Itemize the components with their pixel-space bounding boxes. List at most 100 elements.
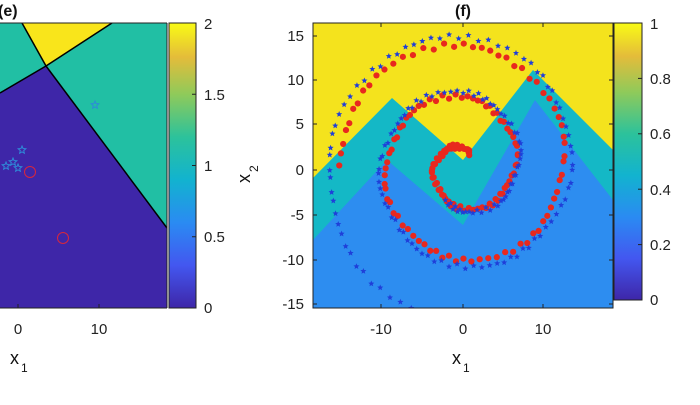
spiral-point-series-0 <box>556 177 563 184</box>
spiral-point-series-1 <box>494 202 501 209</box>
spiral-point-series-1 <box>515 161 522 168</box>
spiral-point-series-1 <box>470 92 477 99</box>
spiral-point-series-1 <box>375 170 382 176</box>
spiral-point-series-1 <box>460 90 467 96</box>
spiral-point-series-0 <box>399 222 406 229</box>
spiral-point-series-0 <box>382 165 389 172</box>
panel-f-colorbar-tick-label: 0.2 <box>650 237 671 254</box>
spiral-point-series-1 <box>556 104 563 111</box>
panel-e-region-purple <box>0 66 167 308</box>
spiral-point-series-0 <box>497 117 504 124</box>
spiral-point-series-0 <box>487 47 494 54</box>
spiral-point-series-1 <box>518 147 525 153</box>
spiral-point-series-1 <box>447 200 454 206</box>
spiral-point-series-1 <box>375 165 383 172</box>
spiral-point-series-1 <box>402 43 409 50</box>
spiral-point-series-0 <box>386 150 393 157</box>
spiral-point-series-0 <box>478 44 485 51</box>
spiral-point-series-1 <box>424 252 431 259</box>
spiral-point-series-1 <box>405 105 412 111</box>
spiral-point-series-1 <box>442 196 449 203</box>
panel-e-circle-marker <box>57 232 69 244</box>
spiral-point-series-1 <box>508 120 515 127</box>
spiral-point-series-0 <box>561 153 568 160</box>
spiral-point-series-1 <box>483 95 490 101</box>
spiral-point-series-0 <box>518 64 526 72</box>
spiral-point-series-1 <box>369 65 376 72</box>
spiral-point-series-1 <box>327 144 334 151</box>
panel-e-boundary <box>45 23 113 67</box>
panel-e-star-marker <box>7 156 19 167</box>
spiral-point-series-0 <box>366 82 373 89</box>
spiral-point-series-1 <box>341 101 348 108</box>
panel-e-colorbar-tick-label: 0 <box>204 300 212 317</box>
spiral-point-series-1 <box>446 31 453 38</box>
panel-f-x-axis-label-subscript: 1 <box>463 361 470 375</box>
spiral-point-series-0 <box>346 120 353 127</box>
panel-e-x-tick-label: 0 <box>14 321 22 338</box>
panel-f-y-axis-label: x <box>234 174 254 183</box>
spiral-point-series-0 <box>535 227 542 235</box>
spiral-point-series-1 <box>494 260 501 266</box>
spiral-point-series-0 <box>469 44 477 51</box>
panel-e-boundary <box>21 23 47 67</box>
spiral-point-series-0 <box>458 94 465 101</box>
spiral-point-series-1 <box>465 87 472 94</box>
spiral-point-series-1 <box>427 34 435 41</box>
panel-f-y-tick-label: 10 <box>287 72 304 89</box>
panel-f-colorbar-tick-label: 1 <box>650 16 658 33</box>
spiral-point-series-1 <box>486 262 493 268</box>
spiral-point-series-0 <box>530 230 537 237</box>
spiral-point-series-1 <box>534 69 541 75</box>
panel-f-y-axis-label-subscript: 2 <box>247 165 261 172</box>
spiral-point-series-0 <box>490 110 497 117</box>
panel-e-boundary <box>0 65 47 94</box>
spiral-point-series-1 <box>517 155 524 162</box>
spiral-point-series-0 <box>540 218 547 225</box>
panel-f-x-axis-label: x <box>452 348 461 368</box>
spiral-point-series-1 <box>501 259 508 266</box>
spiral-point-series-1 <box>485 36 492 43</box>
spiral-point-series-1 <box>391 127 398 133</box>
spiral-point-series-0 <box>512 140 519 147</box>
spiral-point-series-1 <box>542 223 549 230</box>
spiral-point-series-0 <box>437 150 444 157</box>
spiral-point-series-1 <box>347 249 354 256</box>
spiral-point-series-1 <box>435 89 442 95</box>
spiral-point-series-0 <box>381 66 388 73</box>
panel-f-colorbar <box>613 22 643 301</box>
spiral-point-series-0 <box>415 237 422 245</box>
spiral-point-series-1 <box>558 201 565 208</box>
spiral-point-series-1 <box>497 110 505 117</box>
spiral-point-series-0 <box>510 248 517 255</box>
spiral-point-series-1 <box>449 205 457 212</box>
spiral-point-series-1 <box>418 98 425 105</box>
spiral-point-series-1 <box>336 111 343 117</box>
spiral-point-series-1 <box>512 49 520 56</box>
spiral-point-series-0 <box>433 179 440 187</box>
spiral-point-series-1 <box>553 210 560 217</box>
spiral-point-series-1 <box>408 240 415 247</box>
panel-f-x-tick-label: 10 <box>535 321 552 338</box>
spiral-point-series-1 <box>377 185 384 192</box>
spiral-point-series-1 <box>537 232 544 239</box>
spiral-point-series-0 <box>440 40 448 47</box>
spiral-point-series-0 <box>502 249 509 256</box>
spiral-point-series-1 <box>454 260 461 267</box>
spiral-point-series-1 <box>544 83 551 90</box>
spiral-point-series-1 <box>506 187 513 194</box>
spiral-point-series-1 <box>509 180 516 187</box>
spiral-point-series-1 <box>478 264 485 271</box>
spiral-point-series-1 <box>342 243 349 249</box>
spiral-point-series-1 <box>501 112 508 119</box>
spiral-point-series-0 <box>499 190 506 197</box>
panel-f-y-tick-label: -5 <box>291 207 304 224</box>
spiral-point-series-0 <box>430 174 437 181</box>
spiral-point-series-1 <box>539 72 547 78</box>
spiral-point-series-1 <box>470 262 477 269</box>
spiral-point-series-1 <box>445 201 452 208</box>
spiral-point-series-1 <box>335 220 342 227</box>
spiral-point-series-0 <box>517 240 524 247</box>
panel-e-star-marker <box>16 144 28 155</box>
spiral-point-series-1 <box>338 230 345 237</box>
